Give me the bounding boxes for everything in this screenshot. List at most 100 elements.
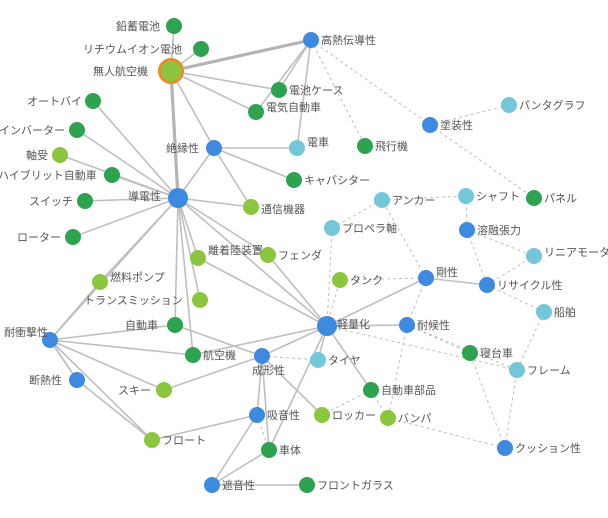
node-dot[interactable]: [166, 18, 182, 34]
node-dot[interactable]: [363, 382, 379, 398]
node-dot[interactable]: [324, 220, 340, 236]
node-dot[interactable]: [92, 274, 108, 290]
graph-node[interactable]: [65, 229, 81, 245]
node-dot[interactable]: [69, 122, 85, 138]
node-dot[interactable]: [185, 347, 201, 363]
node-dot[interactable]: [332, 272, 348, 288]
graph-node[interactable]: [458, 188, 474, 204]
node-dot[interactable]: [314, 407, 330, 423]
node-dot[interactable]: [317, 316, 337, 336]
graph-node[interactable]: [104, 167, 120, 183]
node-dot[interactable]: [399, 317, 415, 333]
graph-node[interactable]: [526, 190, 542, 206]
graph-node[interactable]: [286, 172, 302, 188]
graph-node[interactable]: [299, 477, 315, 493]
node-dot[interactable]: [497, 440, 513, 456]
graph-node[interactable]: [271, 82, 287, 98]
graph-node[interactable]: [206, 140, 222, 156]
node-dot[interactable]: [526, 248, 542, 264]
node-dot[interactable]: [104, 167, 120, 183]
node-dot[interactable]: [374, 192, 390, 208]
node-dot[interactable]: [69, 372, 85, 388]
node-dot[interactable]: [536, 304, 552, 320]
graph-node[interactable]: [190, 250, 206, 266]
node-dot[interactable]: [422, 117, 438, 133]
node-dot[interactable]: [299, 477, 315, 493]
graph-node[interactable]: [422, 117, 438, 133]
graph-node[interactable]: [85, 93, 101, 109]
node-dot[interactable]: [501, 97, 517, 113]
node-dot[interactable]: [204, 477, 220, 493]
graph-node[interactable]: [536, 304, 552, 320]
graph-node[interactable]: [462, 345, 478, 361]
node-dot[interactable]: [158, 58, 184, 84]
node-dot[interactable]: [167, 317, 183, 333]
node-dot[interactable]: [85, 93, 101, 109]
graph-node[interactable]: [166, 18, 182, 34]
node-dot[interactable]: [192, 292, 208, 308]
graph-node[interactable]: [69, 122, 85, 138]
graph-node[interactable]: [261, 442, 277, 458]
node-dot[interactable]: [260, 247, 276, 263]
node-dot[interactable]: [243, 199, 259, 215]
node-dot[interactable]: [249, 407, 265, 423]
graph-node[interactable]: [357, 138, 373, 154]
node-dot[interactable]: [310, 352, 326, 368]
node-dot[interactable]: [254, 348, 270, 364]
graph-node[interactable]: [77, 193, 93, 209]
node-dot[interactable]: [193, 41, 209, 57]
graph-node[interactable]: [248, 104, 264, 120]
node-dot[interactable]: [248, 104, 264, 120]
graph-node[interactable]: [69, 372, 85, 388]
node-dot[interactable]: [526, 190, 542, 206]
graph-node[interactable]: [144, 432, 160, 448]
graph-node[interactable]: [459, 222, 475, 238]
node-dot[interactable]: [357, 138, 373, 154]
graph-node[interactable]: [254, 348, 270, 364]
graph-node[interactable]: [310, 352, 326, 368]
graph-node[interactable]: [501, 97, 517, 113]
node-dot[interactable]: [303, 32, 319, 48]
graph-node[interactable]: [497, 440, 513, 456]
graph-node[interactable]: [167, 317, 183, 333]
node-dot[interactable]: [168, 188, 188, 208]
node-dot[interactable]: [77, 193, 93, 209]
graph-node[interactable]: [363, 382, 379, 398]
node-dot[interactable]: [289, 140, 305, 156]
graph-node[interactable]: [168, 188, 188, 208]
node-dot[interactable]: [479, 277, 495, 293]
node-dot[interactable]: [458, 188, 474, 204]
graph-node[interactable]: [204, 477, 220, 493]
node-dot[interactable]: [65, 229, 81, 245]
node-dot[interactable]: [190, 250, 206, 266]
graph-node[interactable]: [399, 317, 415, 333]
graph-node[interactable]: [192, 292, 208, 308]
graph-node[interactable]: [52, 147, 68, 163]
graph-node[interactable]: [260, 247, 276, 263]
graph-node[interactable]: [92, 274, 108, 290]
graph-node[interactable]: [317, 316, 337, 336]
graph-node[interactable]: [324, 220, 340, 236]
graph-node[interactable]: [332, 272, 348, 288]
node-dot[interactable]: [286, 172, 302, 188]
node-dot[interactable]: [206, 140, 222, 156]
graph-node[interactable]: [418, 270, 434, 286]
graph-node[interactable]: [509, 362, 525, 378]
graph-node[interactable]: [156, 382, 172, 398]
graph-node[interactable]: [289, 140, 305, 156]
graph-node[interactable]: [314, 407, 330, 423]
node-dot[interactable]: [156, 382, 172, 398]
node-dot[interactable]: [380, 410, 396, 426]
node-dot[interactable]: [462, 345, 478, 361]
node-dot[interactable]: [459, 222, 475, 238]
graph-node[interactable]: [479, 277, 495, 293]
graph-node[interactable]: [374, 192, 390, 208]
node-dot[interactable]: [42, 332, 58, 348]
graph-node[interactable]: [249, 407, 265, 423]
graph-node[interactable]: [243, 199, 259, 215]
graph-node[interactable]: [380, 410, 396, 426]
node-dot[interactable]: [144, 432, 160, 448]
graph-node[interactable]: [158, 58, 184, 84]
node-dot[interactable]: [509, 362, 525, 378]
graph-node[interactable]: [526, 248, 542, 264]
